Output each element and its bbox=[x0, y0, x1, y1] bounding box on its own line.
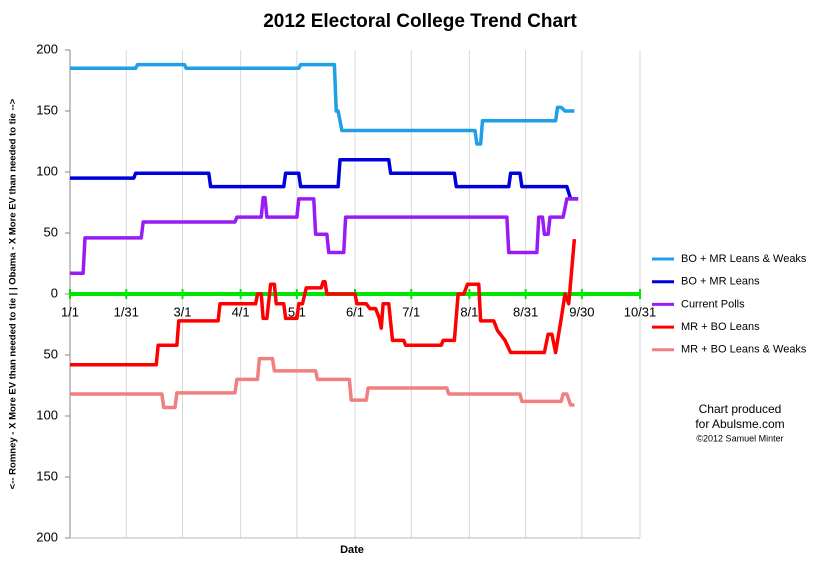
y-tick-label: 150 bbox=[36, 102, 58, 117]
x-tick-label: 7/1 bbox=[402, 304, 420, 319]
y-tick-label: 50 bbox=[44, 224, 58, 239]
series-line bbox=[70, 195, 579, 276]
series-line bbox=[70, 158, 579, 201]
x-axis-label: Date bbox=[340, 544, 364, 556]
series-line bbox=[70, 62, 575, 146]
y-tick-label: 50 bbox=[44, 346, 58, 361]
legend-label: Current Polls bbox=[681, 298, 745, 310]
annotation: Chart produced bbox=[699, 402, 782, 416]
y-tick-label: 0 bbox=[51, 285, 58, 300]
annotation: for Abulsme.com bbox=[695, 417, 784, 431]
x-tick-label: 1/1 bbox=[61, 304, 79, 319]
legend-label: BO + MR Leans & Weaks bbox=[681, 253, 807, 265]
series-line bbox=[70, 356, 575, 410]
legend-label: BO + MR Leans bbox=[681, 276, 760, 288]
series-line bbox=[70, 238, 577, 367]
x-tick-label: 6/1 bbox=[346, 304, 364, 319]
x-tick-label: 10/31 bbox=[624, 304, 657, 319]
y-axis-label: <-- Romney - X More EV than needed to ti… bbox=[8, 98, 19, 489]
x-tick-label: 8/31 bbox=[513, 304, 538, 319]
x-tick-label: 4/1 bbox=[232, 304, 250, 319]
legend-label: MR + BO Leans & Weaks bbox=[681, 344, 807, 356]
y-tick-label: 150 bbox=[36, 468, 58, 483]
x-tick-label: 8/1 bbox=[460, 304, 478, 319]
y-tick-label: 200 bbox=[36, 529, 58, 544]
x-tick-label: 9/30 bbox=[569, 304, 594, 319]
x-tick-label: 3/1 bbox=[173, 304, 191, 319]
y-tick-label: 100 bbox=[36, 407, 58, 422]
chart-title: 2012 Electoral College Trend Chart bbox=[263, 11, 577, 32]
x-tick-label: 1/31 bbox=[114, 304, 139, 319]
y-tick-label: 200 bbox=[36, 41, 58, 56]
y-tick-label: 100 bbox=[36, 163, 58, 178]
annotation: ©2012 Samuel Minter bbox=[696, 433, 783, 443]
legend-label: MR + BO Leans bbox=[681, 321, 760, 333]
